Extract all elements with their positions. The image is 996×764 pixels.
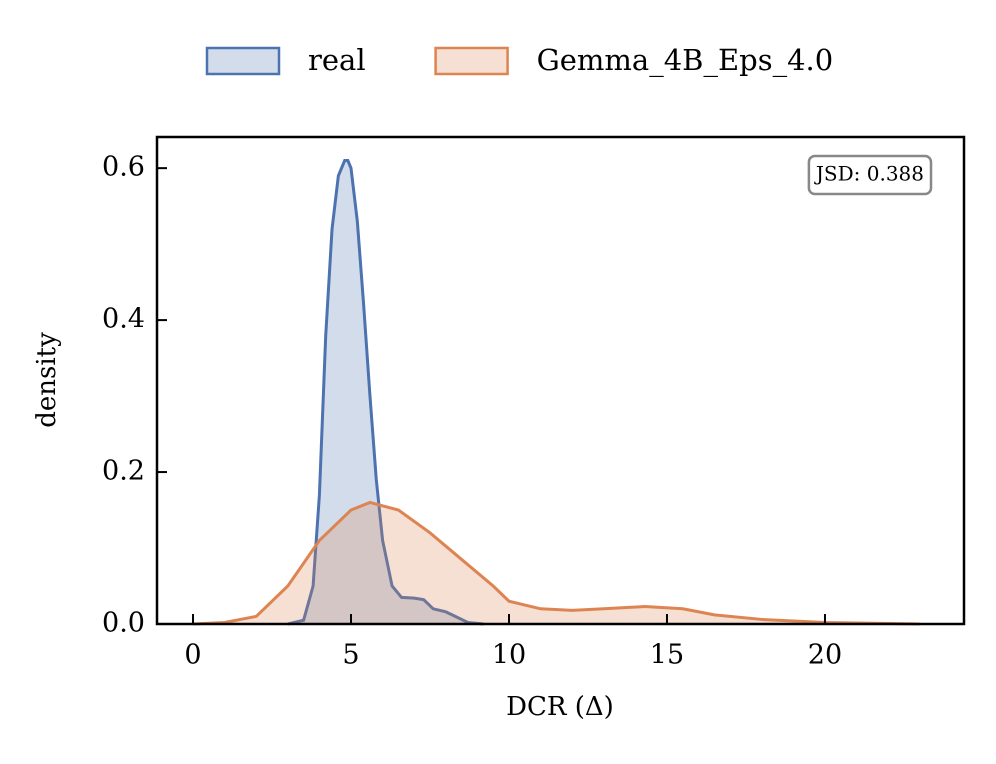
- y-axis-label: density: [32, 332, 62, 428]
- legend-swatch: [434, 46, 509, 76]
- x-tick-label: 20: [808, 640, 842, 671]
- plot-frame: [155, 135, 966, 626]
- x-tick-label: 15: [650, 640, 684, 671]
- legend-swatch: [205, 46, 281, 76]
- y-tick-label: 0.4: [102, 304, 145, 335]
- annotation: JSD: 0.388: [807, 154, 933, 196]
- y-tick-label: 0.6: [102, 152, 145, 183]
- y-tick-label: 0.2: [102, 456, 145, 487]
- legend-label: real: [308, 43, 366, 77]
- legend-label: Gemma_4B_Eps_4.0: [537, 43, 834, 78]
- x-axis-label: DCR (Δ): [506, 692, 614, 722]
- x-tick-label: 5: [342, 640, 359, 671]
- x-tick-label: 0: [184, 640, 201, 671]
- annotation-text: JSD: 0.388: [814, 162, 924, 186]
- area-fill: [193, 502, 920, 624]
- x-tick-label: 10: [492, 640, 526, 671]
- density-line: [287, 159, 484, 626]
- area-fill: [287, 160, 484, 625]
- density-line: [192, 500, 920, 626]
- annotation-box: [807, 154, 933, 196]
- y-tick-label: 0.0: [102, 608, 145, 639]
